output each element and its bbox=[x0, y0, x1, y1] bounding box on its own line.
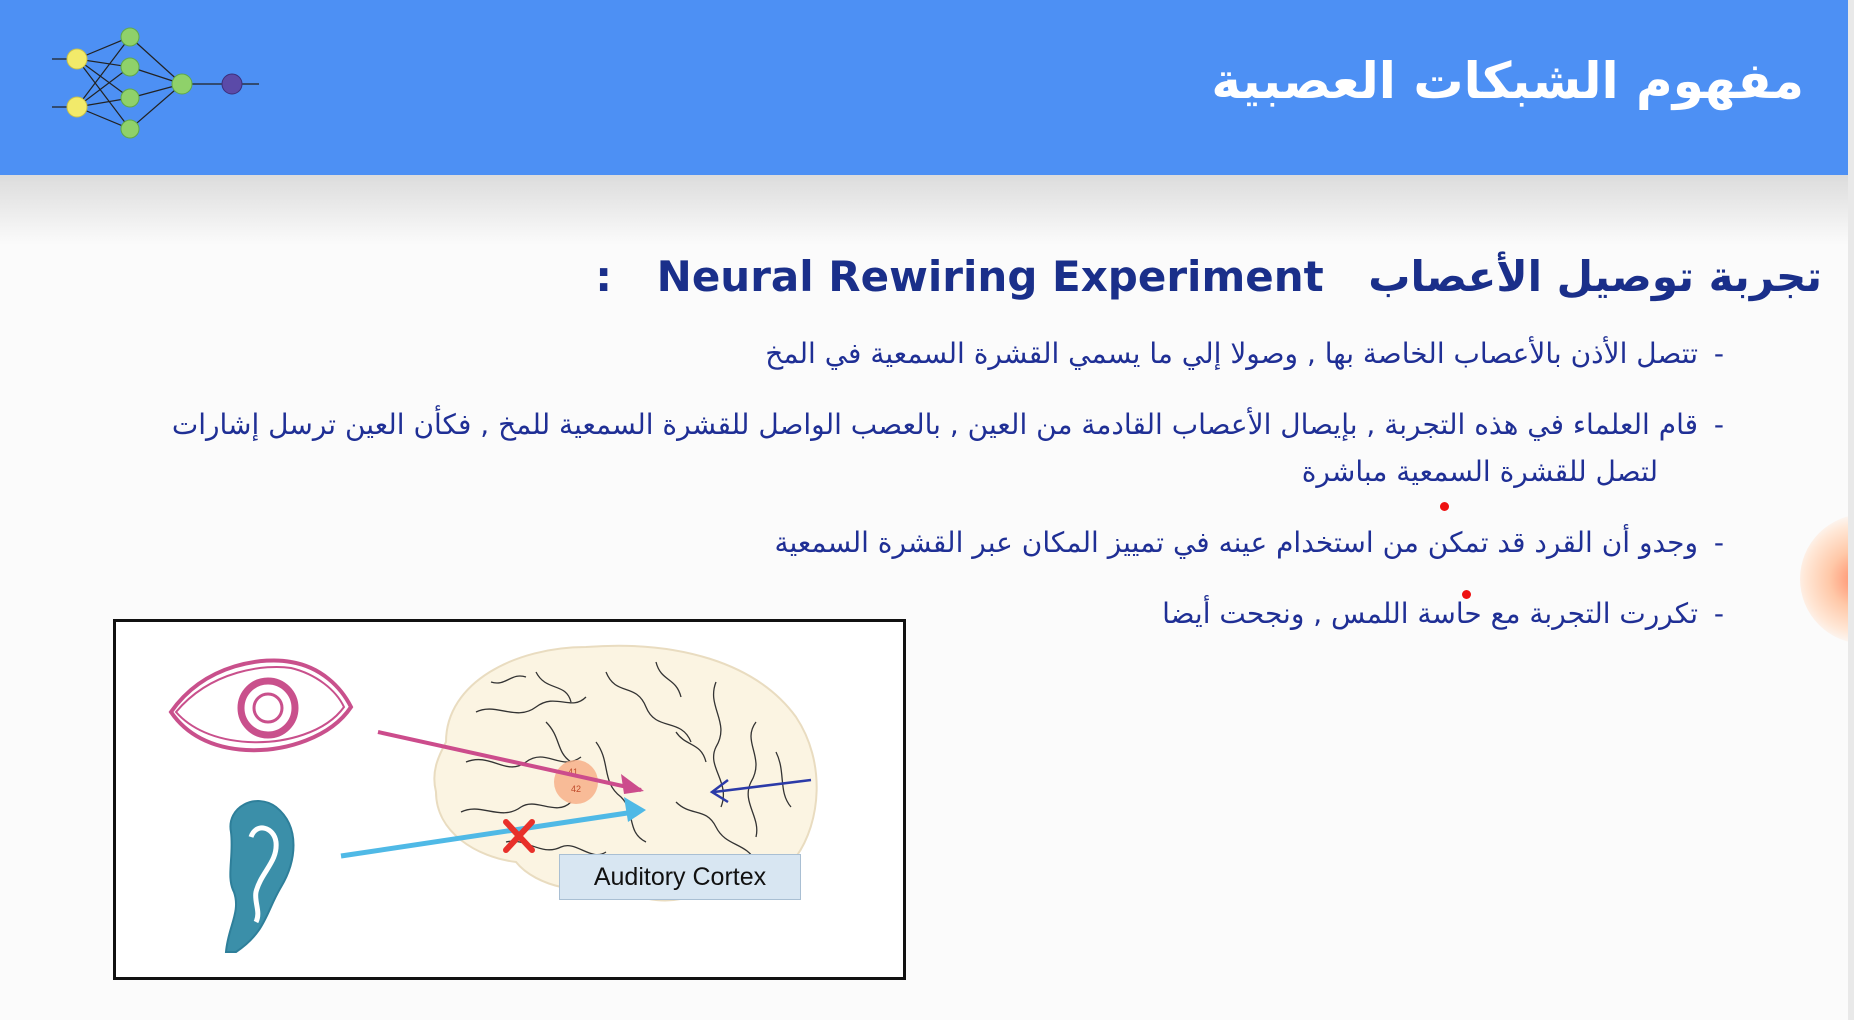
bullet-item: تكررت التجربة مع حاسة اللمس , ونجحت أيضا bbox=[84, 590, 1724, 637]
ear-icon bbox=[224, 800, 295, 953]
slide-title: مفهوم الشبكات العصبية bbox=[1211, 52, 1804, 110]
auditory-cortex-label: Auditory Cortex bbox=[559, 854, 801, 900]
annotation-dot bbox=[1440, 502, 1449, 511]
cursor-highlight bbox=[1800, 514, 1854, 644]
neural-network-icon bbox=[52, 27, 259, 139]
bullet-continuation: لتصل للقشرة السمعية مباشرة bbox=[1301, 455, 1658, 488]
svg-text:41: 41 bbox=[568, 767, 578, 777]
bullet-item: وجدو أن القرد قد تمكن من استخدام عينه في… bbox=[84, 519, 1724, 566]
header-bar: مفهوم الشبكات العصبية bbox=[0, 0, 1854, 175]
annotation-dot bbox=[1462, 590, 1471, 599]
eye-icon bbox=[168, 658, 354, 753]
bullet-item: قام العلماء في هذه التجربة , بإيصال الأع… bbox=[84, 401, 1724, 495]
nerve-arrow bbox=[709, 778, 812, 804]
svg-text:42: 42 bbox=[571, 784, 581, 794]
cross-mark-icon bbox=[503, 819, 535, 853]
heading-colon: : bbox=[595, 252, 613, 301]
brain-icon: 41 42 bbox=[433, 644, 818, 902]
heading-arabic: تجربة توصيل الأعصاب bbox=[1368, 252, 1822, 301]
eye-arrow bbox=[377, 730, 644, 794]
ear-arrow bbox=[340, 797, 646, 859]
right-edge-strip bbox=[1848, 0, 1854, 1020]
bullet-list: تتصل الأذن بالأعصاب الخاصة بها , وصولا إ… bbox=[84, 330, 1724, 661]
section-heading: تجربة توصيل الأعصاب Neural Rewiring Expe… bbox=[595, 252, 1822, 301]
header-shadow bbox=[0, 175, 1854, 245]
rewiring-figure: 41 42 bbox=[113, 619, 906, 980]
heading-english: Neural Rewiring Experiment bbox=[656, 252, 1324, 301]
bullet-item: تتصل الأذن بالأعصاب الخاصة بها , وصولا إ… bbox=[84, 330, 1724, 377]
